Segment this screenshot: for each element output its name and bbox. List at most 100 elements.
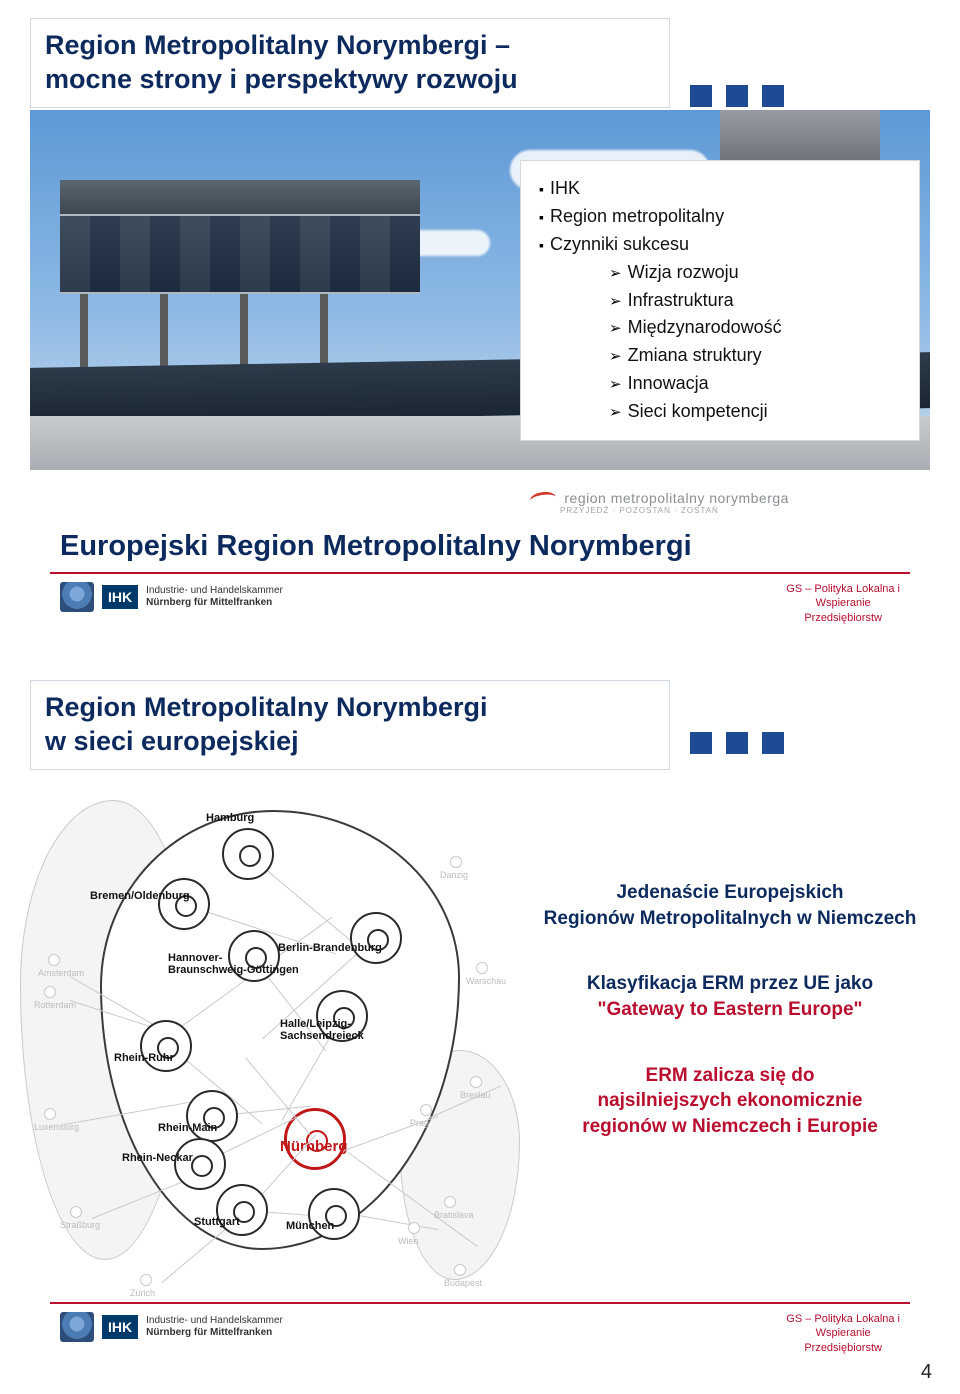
metro-circle [216, 1184, 268, 1236]
external-city-label: Rotterdam [34, 1000, 76, 1010]
metro-label: Hannover- Braunschweig-Göttingen [168, 952, 299, 976]
external-city-label: Wien [398, 1236, 419, 1246]
germany-metro-map: Nürnberg HamburgBremen/OldenburgBerlin-B… [30, 790, 510, 1300]
fact-heading: Klasyfikacja ERM przez UE jako [530, 971, 930, 997]
ihk-line2: Nürnberg für Mittelfranken [146, 597, 283, 609]
ihk-line1: Industrie- und Handelskammer [146, 1315, 283, 1326]
external-city-label: Prag [410, 1118, 429, 1128]
bullet-item: IHK [539, 175, 901, 203]
external-city-dot [476, 962, 488, 974]
slide1-title-l2: mocne strony i perspektywy rozwoju [45, 63, 655, 97]
facts-column: Jedenaście Europejskich Regionów Metropo… [530, 880, 930, 1179]
ihk-badge: IHK [102, 585, 138, 609]
swoop-icon [529, 491, 557, 508]
ihk-text: Industrie- und Handelskammer Nürnberg fü… [146, 1315, 283, 1339]
fact-block: ERM zalicza się do najsilniejszych ekono… [530, 1063, 930, 1140]
external-city-dot [470, 1076, 482, 1088]
region-norymberga-logo: region metropolitalny norymberga PRZYJED… [530, 490, 789, 515]
footer-credit: GS – Polityka Lokalna i Wspieranie Przed… [786, 1312, 900, 1355]
footer-l1: GS – Polityka Lokalna i [786, 1312, 900, 1326]
external-city-label: Bratislava [434, 1210, 474, 1220]
external-city-label: Zürich [130, 1288, 155, 1298]
external-city-dot [48, 954, 60, 966]
subbullet-item: Zmiana struktury [539, 342, 901, 370]
bullet-panel: IHK Region metropolitalny Czynniki sukce… [520, 160, 920, 441]
title-squares [690, 732, 784, 754]
slide1-title-band: Region Metropolitalny Norymbergi – mocne… [30, 18, 670, 108]
external-city-dot [454, 1264, 466, 1276]
square-icon [690, 732, 712, 754]
external-city-label: Straßburg [60, 1220, 100, 1230]
divider-line [50, 1302, 910, 1304]
metro-circle [174, 1138, 226, 1190]
ihk-logo: IHK Industrie- und Handelskammer Nürnber… [60, 582, 283, 612]
metro-circle [308, 1188, 360, 1240]
external-city-label: Luxemburg [34, 1122, 79, 1132]
fact-red: ERM zalicza się do najsilniejszych ekono… [530, 1063, 930, 1140]
metro-circle [350, 912, 402, 964]
fact-red: "Gateway to Eastern Europe" [530, 997, 930, 1023]
footer-l3: Przedsiębiorstw [786, 1341, 900, 1355]
external-city-label: Warschau [466, 976, 506, 986]
external-city-dot [44, 1108, 56, 1120]
square-icon [762, 85, 784, 107]
region-logo-text: region metropolitalny norymberga [564, 490, 789, 506]
title-squares [690, 85, 784, 107]
metro-circle [222, 828, 274, 880]
footer-l2: Wspieranie [786, 596, 900, 610]
external-city-dot [140, 1274, 152, 1286]
ihk-badge: IHK [102, 1315, 138, 1339]
external-city-dot [70, 1206, 82, 1218]
metro-label: Bremen/Oldenburg [90, 890, 190, 902]
fact-block: Jedenaście Europejskich Regionów Metropo… [530, 880, 930, 931]
footer-l3: Przedsiębiorstw [786, 611, 900, 625]
external-city-label: Amsterdam [38, 968, 84, 978]
metro-label: Rhein-Neckar [122, 1152, 193, 1164]
slide1-section-heading: Europejski Region Metropolitalny Norymbe… [60, 530, 692, 563]
square-icon [726, 85, 748, 107]
square-icon [726, 732, 748, 754]
metro-label: Rhein-Main [158, 1122, 217, 1134]
nuernberg-label: Nürnberg [280, 1138, 348, 1155]
footer-credit: GS – Polityka Lokalna i Wspieranie Przed… [786, 582, 900, 625]
ihk-line2: Nürnberg für Mittelfranken [146, 1327, 283, 1339]
subbullet-item: Sieci kompetencji [539, 398, 901, 426]
slide2-title-l1: Region Metropolitalny Norymbergi [45, 691, 655, 725]
page-number: 4 [921, 1361, 932, 1384]
ihk-line1: Industrie- und Handelskammer [146, 585, 283, 596]
bullet-item: Czynniki sukcesu [539, 231, 901, 259]
subbullet-item: Międzynarodowość [539, 314, 901, 342]
metro-label: Hamburg [206, 812, 254, 824]
external-city-label: Budapest [444, 1278, 482, 1288]
slide1-title-l1: Region Metropolitalny Norymbergi – [45, 29, 655, 63]
metro-label: Stuttgart [194, 1216, 240, 1228]
subbullet-item: Infrastruktura [539, 287, 901, 315]
fact-heading: Jedenaście Europejskich Regionów Metropo… [530, 880, 930, 931]
footer-l2: Wspieranie [786, 1326, 900, 1340]
metro-label: München [286, 1220, 334, 1232]
region-logo-sub: PRZYJEDŹ · POZOSTAŃ · ZOSTAŃ [560, 506, 789, 515]
bullet-item: Region metropolitalny [539, 203, 901, 231]
fact-block: Klasyfikacja ERM przez UE jako "Gateway … [530, 971, 930, 1022]
divider-line [50, 572, 910, 574]
slide2-title-l2: w sieci europejskiej [45, 725, 655, 759]
external-city-dot [450, 856, 462, 868]
square-icon [762, 732, 784, 754]
metro-circle [186, 1090, 238, 1142]
external-city-label: Danzig [440, 870, 468, 880]
metro-label: Halle/Leipzig- Sachsendreieck [280, 1018, 364, 1042]
square-icon [690, 85, 712, 107]
ihk-logo: IHK Industrie- und Handelskammer Nürnber… [60, 1312, 283, 1342]
external-city-dot [408, 1222, 420, 1234]
metro-circle [158, 878, 210, 930]
slide2-title-band: Region Metropolitalny Norymbergi w sieci… [30, 680, 670, 770]
external-city-dot [420, 1104, 432, 1116]
ihk-crest-icon [60, 582, 94, 612]
external-city-dot [444, 1196, 456, 1208]
subbullet-item: Innowacja [539, 370, 901, 398]
footer-l1: GS – Polityka Lokalna i [786, 582, 900, 596]
external-city-label: Breslau [460, 1090, 491, 1100]
ihk-crest-icon [60, 1312, 94, 1342]
metro-label: Rhein-Ruhr [114, 1052, 174, 1064]
subbullet-item: Wizja rozwoju [539, 259, 901, 287]
